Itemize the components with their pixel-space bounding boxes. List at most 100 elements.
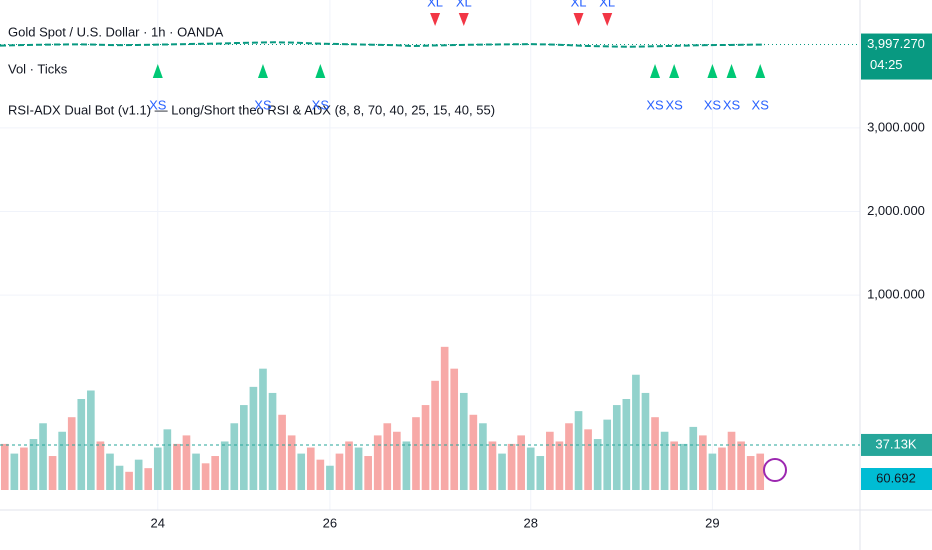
volume-bar — [440, 346, 449, 490]
volume-bar — [39, 423, 47, 490]
volume-bar — [459, 392, 468, 490]
volume-bar — [87, 390, 95, 490]
volume-bar — [96, 441, 105, 490]
volume-bar — [651, 417, 659, 490]
volume-bar — [211, 456, 219, 490]
volume-bar — [479, 423, 487, 490]
x-tick-label: 24 — [151, 515, 165, 530]
volume-bar — [612, 405, 621, 490]
last-price-label: 3,997.270 — [867, 36, 925, 51]
volume-bar — [115, 465, 124, 490]
volume-bar — [431, 380, 439, 490]
indicator-title: RSI-ADX Dual Bot (v1.1) — Long/Short the… — [8, 102, 495, 117]
volume-bar — [297, 453, 306, 490]
indicator-label: 60.692 — [876, 470, 916, 485]
volume-bar — [144, 468, 153, 490]
volume-bar — [393, 431, 401, 490]
volume-bar — [173, 443, 181, 490]
signal-label: XS — [665, 97, 683, 112]
signal-label: XS — [149, 97, 167, 112]
signal-marker — [602, 13, 613, 26]
signal-label: XS — [312, 97, 330, 112]
y-tick-label: 2,000.000 — [867, 203, 925, 218]
volume-bar — [77, 399, 86, 490]
signal-marker — [458, 13, 469, 26]
volume-bar — [316, 459, 325, 490]
volume-bar — [756, 453, 765, 490]
signal-marker — [707, 64, 718, 78]
volume-bar — [517, 435, 525, 490]
volume-bar — [679, 443, 688, 490]
volume-bar — [48, 456, 57, 490]
volume-bar — [526, 447, 535, 490]
volume-bar — [488, 441, 497, 490]
volume-bar — [498, 453, 506, 490]
logo-icon — [763, 458, 787, 482]
symbol-title: Gold Spot / U.S. Dollar · 1h · OANDA — [8, 24, 224, 39]
signal-label: XS — [646, 97, 664, 112]
volume-bar — [29, 439, 38, 490]
volume-bar — [373, 435, 382, 490]
volume-bar — [383, 423, 392, 490]
volume-bar — [574, 411, 583, 490]
volume-bar — [593, 439, 602, 490]
signal-label: XL — [599, 0, 615, 9]
volume-bar — [0, 443, 9, 490]
volume-bar — [603, 419, 612, 490]
signal-marker — [315, 64, 326, 78]
signal-label: XL — [427, 0, 443, 9]
signal-label: XS — [704, 97, 722, 112]
signal-marker — [726, 64, 737, 78]
volume-bar — [192, 453, 200, 490]
volume-bar — [67, 417, 76, 490]
volume-bar — [287, 435, 296, 490]
signal-label: XL — [571, 0, 587, 9]
signal-marker — [573, 13, 584, 26]
volume-bar — [259, 368, 267, 490]
volume-bar — [689, 426, 698, 490]
volume-bar — [536, 456, 545, 490]
x-tick-label: 26 — [323, 515, 337, 530]
volume-bar — [153, 447, 162, 490]
volume-bar — [421, 405, 430, 490]
volume-bar — [354, 447, 363, 490]
indicator-badge — [861, 468, 932, 490]
volume-bar — [249, 386, 258, 490]
signal-label: XS — [723, 97, 741, 112]
volume-bar — [278, 414, 286, 490]
volume-bar — [718, 447, 726, 490]
volume-bar — [450, 368, 459, 490]
volume-bar — [555, 441, 564, 490]
y-tick-label: 1,000.000 — [867, 287, 925, 302]
volume-bar — [134, 459, 143, 490]
volume-bar — [20, 447, 28, 490]
volume-bar — [10, 453, 19, 490]
volume-bar — [632, 374, 640, 490]
volume-bar — [699, 435, 707, 490]
volume-bar — [230, 423, 239, 490]
volume-bar — [670, 441, 678, 490]
signal-marker — [755, 64, 766, 78]
volume-bar — [546, 431, 554, 490]
x-tick-label: 28 — [523, 515, 537, 530]
volume-bar — [565, 423, 573, 490]
signal-label: XS — [254, 97, 272, 112]
volume-bar — [268, 392, 277, 490]
volume-badge — [861, 433, 932, 456]
volume-title: Vol · Ticks — [8, 61, 68, 76]
signal-marker — [152, 64, 163, 78]
volume-bar — [163, 429, 172, 490]
price-line — [0, 41, 766, 48]
volume-bar — [220, 441, 229, 490]
signal-marker — [257, 64, 268, 78]
volume-bar — [326, 465, 334, 490]
y-tick-label: 3,000.000 — [867, 119, 925, 134]
signal-label: XS — [752, 97, 770, 112]
volume-bar — [641, 392, 650, 490]
volume-bar — [402, 441, 411, 490]
signal-marker — [669, 64, 680, 78]
volume-bar — [737, 441, 745, 490]
volume-last-label: 37.13K — [875, 436, 917, 451]
volume-bar — [660, 431, 669, 490]
countdown-label: 04:25 — [870, 57, 903, 72]
